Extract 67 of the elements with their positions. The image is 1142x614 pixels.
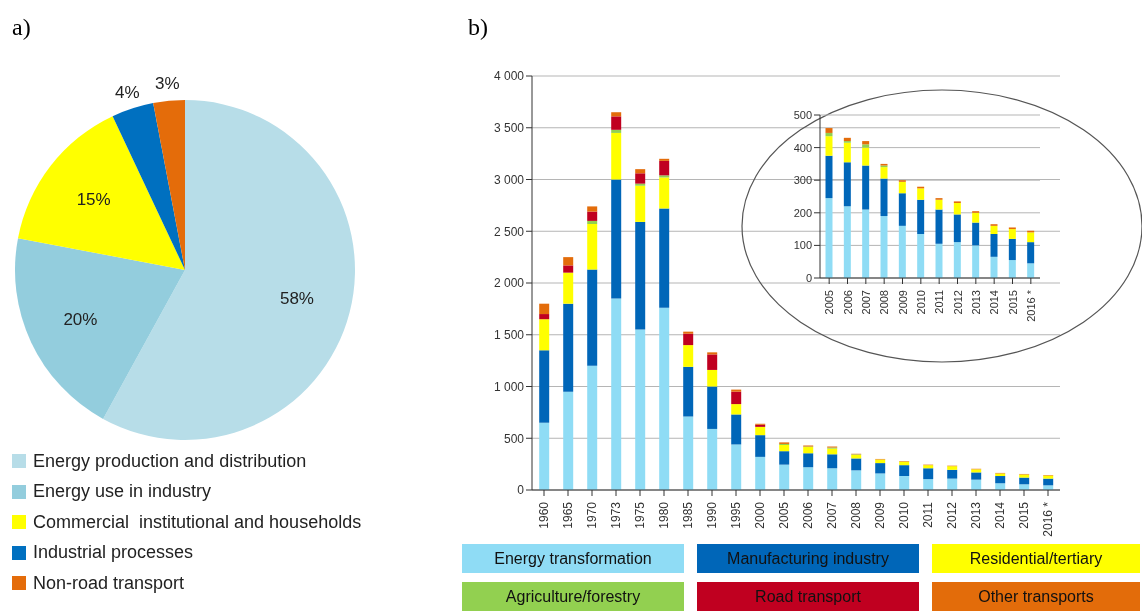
y-tick-label: 500 [503, 431, 525, 446]
legend-label: Energy production and distribution [33, 450, 307, 472]
y-tick-label: 1 000 [493, 379, 525, 394]
x-tick-label: 1975 [633, 501, 647, 529]
legend-label: Non-road transport [33, 572, 185, 594]
data-label: 20% [63, 309, 98, 329]
x-tick-label: 2000 [753, 501, 767, 529]
x-tick-label: 1960 [537, 501, 551, 529]
y-tick-label: 3 000 [493, 172, 525, 187]
x-tick-label: 2005 [777, 501, 791, 529]
y-tick-label: 100 [793, 239, 812, 252]
x-tick-label: 1973 [609, 501, 623, 529]
legend-label: Commercial institutional and households [33, 511, 362, 533]
x-tick-label: 1970 [585, 501, 599, 529]
x-tick-label: 2012 [945, 501, 959, 529]
y-tick-label: 500 [793, 108, 812, 121]
legend-label: Industrial processes [33, 542, 194, 564]
y-tick-label: 0 [805, 271, 812, 284]
x-tick-label: 2015 [1017, 501, 1031, 529]
x-tick-label: 2013 [969, 290, 982, 315]
text: Other transports [932, 582, 1140, 611]
x-tick-label: 2009 [873, 501, 887, 529]
x-tick-label: 2008 [849, 501, 863, 529]
y-tick-label: 1 500 [493, 328, 525, 343]
x-tick-label: 1995 [729, 501, 743, 529]
x-tick-label: 1980 [657, 501, 671, 529]
x-tick-label: 2010 [914, 290, 927, 315]
text: Energy transformation [462, 544, 684, 573]
x-tick-label: 2016 * [1024, 289, 1037, 322]
x-tick-label: 2005 [823, 290, 836, 315]
data-label: 58% [279, 289, 314, 309]
x-tick-label: 2014 [988, 290, 1001, 315]
data-label: 3% [155, 74, 180, 94]
x-tick-label: 2011 [921, 501, 935, 528]
data-label: 4% [114, 82, 140, 102]
text: Residential/tertiary [932, 544, 1140, 573]
x-tick-label: 2007 [859, 290, 872, 315]
chart-title: b) [468, 14, 488, 41]
x-tick-label: 2013 [969, 501, 983, 529]
x-tick-label: 2010 [897, 501, 911, 529]
y-tick-label: 4 000 [493, 69, 525, 84]
legend-label: Energy use in industry [33, 481, 212, 503]
x-tick-label: 2006 [801, 501, 815, 529]
x-tick-label: 1990 [705, 501, 719, 529]
x-tick-label: 2011 [933, 290, 946, 314]
x-tick-label: 2012 [951, 290, 964, 315]
text: Manufacturing industry [697, 544, 919, 573]
y-tick-label: 3 500 [493, 121, 525, 136]
y-tick-label: 0 [517, 483, 525, 498]
text: Road transport [697, 582, 919, 611]
text: Agriculture/forestry [462, 582, 684, 611]
x-tick-label: 2007 [825, 501, 839, 529]
x-tick-label: 2016 * [1041, 501, 1055, 537]
y-tick-label: 2 500 [493, 224, 525, 239]
y-tick-label: 400 [793, 141, 812, 154]
y-tick-label: 2 000 [493, 276, 525, 291]
x-tick-label: 2008 [878, 290, 891, 315]
y-tick-label: 300 [793, 174, 812, 187]
x-tick-label: 2009 [896, 290, 909, 315]
x-tick-label: 1985 [681, 501, 695, 529]
y-tick-label: 200 [793, 206, 812, 219]
chart-title: a) [12, 14, 31, 41]
x-tick-label: 2014 [993, 501, 1007, 529]
x-tick-label: 2006 [841, 290, 854, 315]
data-label: 15% [76, 189, 111, 209]
x-tick-label: 1965 [561, 501, 575, 529]
x-tick-label: 2015 [1006, 290, 1019, 315]
